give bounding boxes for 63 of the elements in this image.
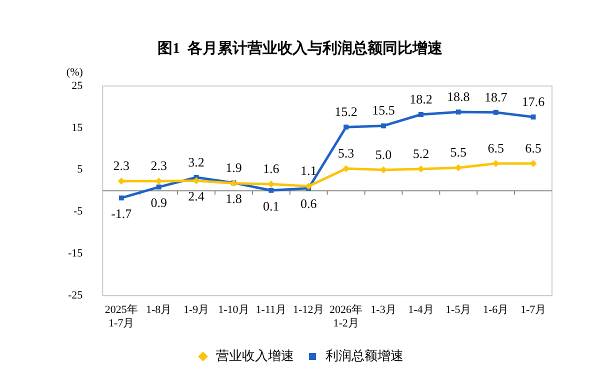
data-label: 0.1: [263, 198, 280, 214]
data-label: 2.3: [113, 158, 130, 174]
x-tick-label: 2026年 1-2月: [330, 304, 363, 330]
data-label: 18.2: [410, 91, 432, 106]
point: [493, 110, 498, 115]
x-tick-label: 1-3月: [370, 304, 396, 316]
point: [454, 164, 462, 172]
data-label: 1.6: [263, 161, 280, 176]
point: [530, 114, 536, 120]
data-label: 6.5: [525, 140, 542, 156]
y-axis-title: (%): [66, 66, 84, 78]
x-tick-label: 1-6月: [482, 304, 509, 316]
x-tick-label: 2025年 1-7月: [104, 304, 138, 330]
data-label: 2.4: [188, 188, 205, 204]
data-label: 5.2: [412, 146, 430, 161]
x-tick-label: 1-8月: [146, 304, 172, 316]
data-label: 3.2: [188, 154, 204, 170]
data-label: 15.5: [372, 102, 395, 118]
point: [418, 112, 424, 117]
y-tick-label: 25: [72, 80, 84, 92]
data-label: 6.5: [488, 140, 504, 156]
legend-label: 营业收入增速: [216, 348, 294, 363]
point: [118, 178, 125, 185]
data-label: 0.6: [300, 196, 318, 212]
x-tick-label: 1-10月: [218, 304, 250, 316]
data-label: 1.1: [300, 163, 317, 178]
x-tick-label: 1-9月: [183, 304, 210, 316]
point: [268, 188, 274, 193]
y-tick-label: -25: [68, 289, 84, 302]
data-label: 5.0: [375, 146, 392, 162]
x-tick-label: 1-12月: [293, 304, 324, 316]
point: [268, 180, 275, 188]
data-label: 0.9: [150, 194, 167, 210]
point: [492, 160, 500, 168]
y-tick-label: -5: [73, 206, 84, 218]
y-tick-label: 15: [72, 122, 84, 134]
point: [156, 184, 162, 190]
data-label: 17.6: [522, 94, 546, 109]
chart-title: 图1 各月累计营业收入与利润总额同比增速: [158, 38, 444, 57]
data-label: -1.7: [111, 206, 132, 221]
data-label: 2.3: [150, 158, 167, 174]
point: [380, 166, 387, 174]
point: [456, 110, 461, 114]
x-tick-label: 1-5月: [446, 304, 472, 316]
data-label: 5.3: [338, 146, 354, 161]
y-tick-label: 5: [77, 164, 84, 176]
point: [530, 160, 537, 168]
data-label: 18.8: [447, 88, 470, 104]
data-label: 1.8: [226, 191, 242, 206]
point: [155, 178, 162, 185]
point: [344, 124, 349, 130]
data-label: 5.5: [450, 144, 467, 160]
y-tick-label: -15: [68, 248, 84, 260]
point: [305, 182, 312, 190]
x-tick-label: 1-11月: [256, 304, 287, 316]
x-tick-label: 1-7月: [520, 304, 546, 316]
data-label: 15.2: [334, 104, 358, 120]
point: [118, 195, 124, 200]
data-label: 1.9: [226, 160, 242, 175]
point: [381, 123, 386, 128]
x-tick-label: 1-4月: [408, 304, 434, 316]
legend-label: 利润总额增速: [326, 348, 404, 363]
data-label: 18.7: [484, 89, 508, 104]
